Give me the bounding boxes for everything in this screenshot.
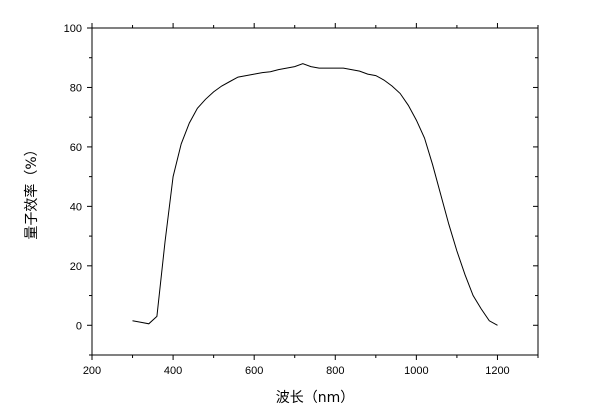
axis-ticks xyxy=(87,23,539,360)
y-tick-label: 40 xyxy=(70,201,82,213)
x-tick-label: 400 xyxy=(164,365,182,377)
axis-tick-labels: 200 400 600 800 1000 1200 0 20 40 60 80 100 xyxy=(64,23,510,377)
x-tick-label: 600 xyxy=(245,365,263,377)
y-tick-label: 20 xyxy=(70,261,82,273)
x-axis-title: 波长（nm） xyxy=(276,390,355,406)
quantum-efficiency-line xyxy=(132,63,498,326)
y-tick-label: 0 xyxy=(76,320,82,332)
y-tick-label: 80 xyxy=(70,82,82,94)
plot-frame xyxy=(91,27,539,356)
x-tick-label: 200 xyxy=(83,365,101,377)
x-tick-label: 800 xyxy=(326,365,344,377)
x-tick-label: 1000 xyxy=(404,365,428,377)
series-layer xyxy=(132,63,498,326)
y-tick-label: 60 xyxy=(70,142,82,154)
x-tick-label: 1200 xyxy=(485,365,509,377)
y-axis-title: 量子效率（%） xyxy=(23,142,40,239)
y-tick-label: 100 xyxy=(64,23,82,35)
